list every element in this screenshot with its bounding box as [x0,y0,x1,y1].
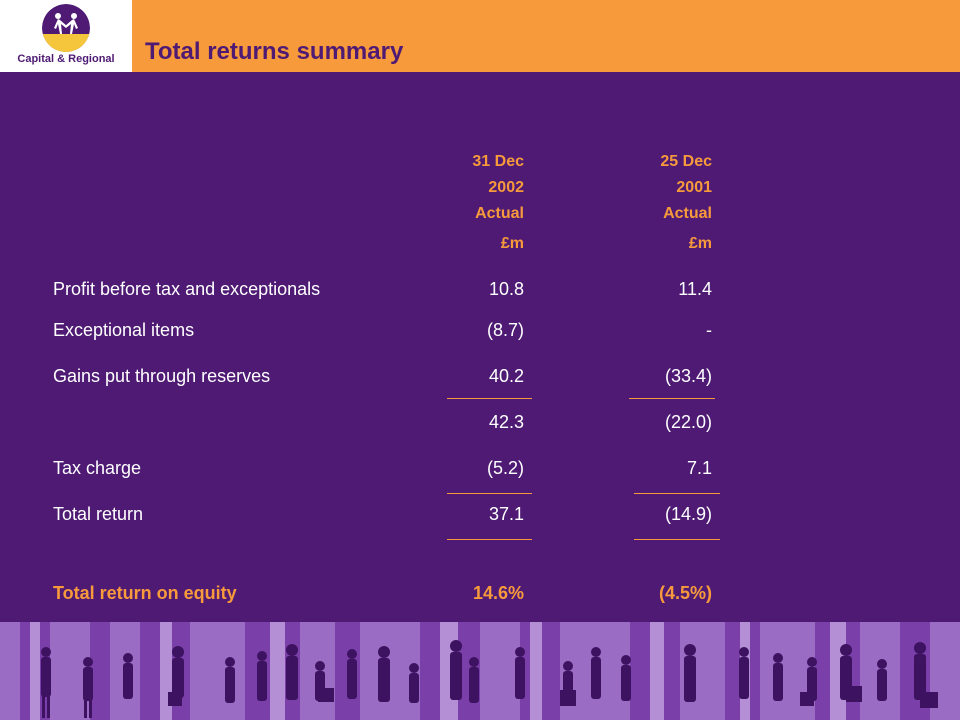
value-2002: 14.6% [472,583,524,603]
total-rule [634,493,720,494]
value-2001: - [706,320,712,340]
page-title: Total returns summary [145,38,404,65]
column-header-date: 25 Dec [660,153,712,170]
value-2002: (8.7) [486,320,524,340]
column-header-basis: Actual [663,205,712,222]
value-2001: 11.4 [678,279,712,299]
value-2001: (33.4) [664,366,712,386]
total-double-rule [634,539,720,540]
header-bar: Capital & Regional Total returns summary [0,0,960,72]
column-header-unit: £m [688,235,712,252]
row-label-exceptional-items: Exceptional items [53,320,195,340]
value-2001: (22.0) [664,412,712,432]
column-header-2002: 31 Dec 2002 Actual £m [374,149,524,257]
logo-text: Capital & Regional [17,53,115,65]
column-header-year: 2001 [676,179,712,196]
column-header-date: 31 Dec [472,153,524,170]
column-header-unit: £m [500,235,524,252]
value-2002: 10.8 [488,279,524,299]
column-header-basis: Actual [475,205,524,222]
row-label-profit-before-tax: Profit before tax and exceptionals [53,279,321,299]
value-2002: 40.2 [488,366,524,386]
value-2001: 7.1 [686,458,712,478]
value-2002: 37.1 [488,504,524,524]
total-double-rule [447,539,532,540]
subtotal-rule [629,398,715,399]
subtotal-rule [447,398,532,399]
column-header-2001: 25 Dec 2001 Actual £m [562,149,712,257]
column-header-year: 2002 [488,179,524,196]
row-label-tax-charge: Tax charge [53,458,142,478]
footer-shoppers-image [0,622,960,720]
total-rule [447,493,532,494]
value-2002: 42.3 [488,412,524,432]
value-2002: (5.2) [486,458,524,478]
company-logo: Capital & Regional [0,0,132,72]
logo-emblem-icon [42,4,90,52]
row-label-total-return: Total return [53,504,144,524]
row-label-gains-reserves: Gains put through reserves [53,366,271,386]
value-2001: (4.5%) [658,583,712,603]
row-label-total-return-on-equity: Total return on equity [53,583,237,603]
value-2001: (14.9) [664,504,712,524]
